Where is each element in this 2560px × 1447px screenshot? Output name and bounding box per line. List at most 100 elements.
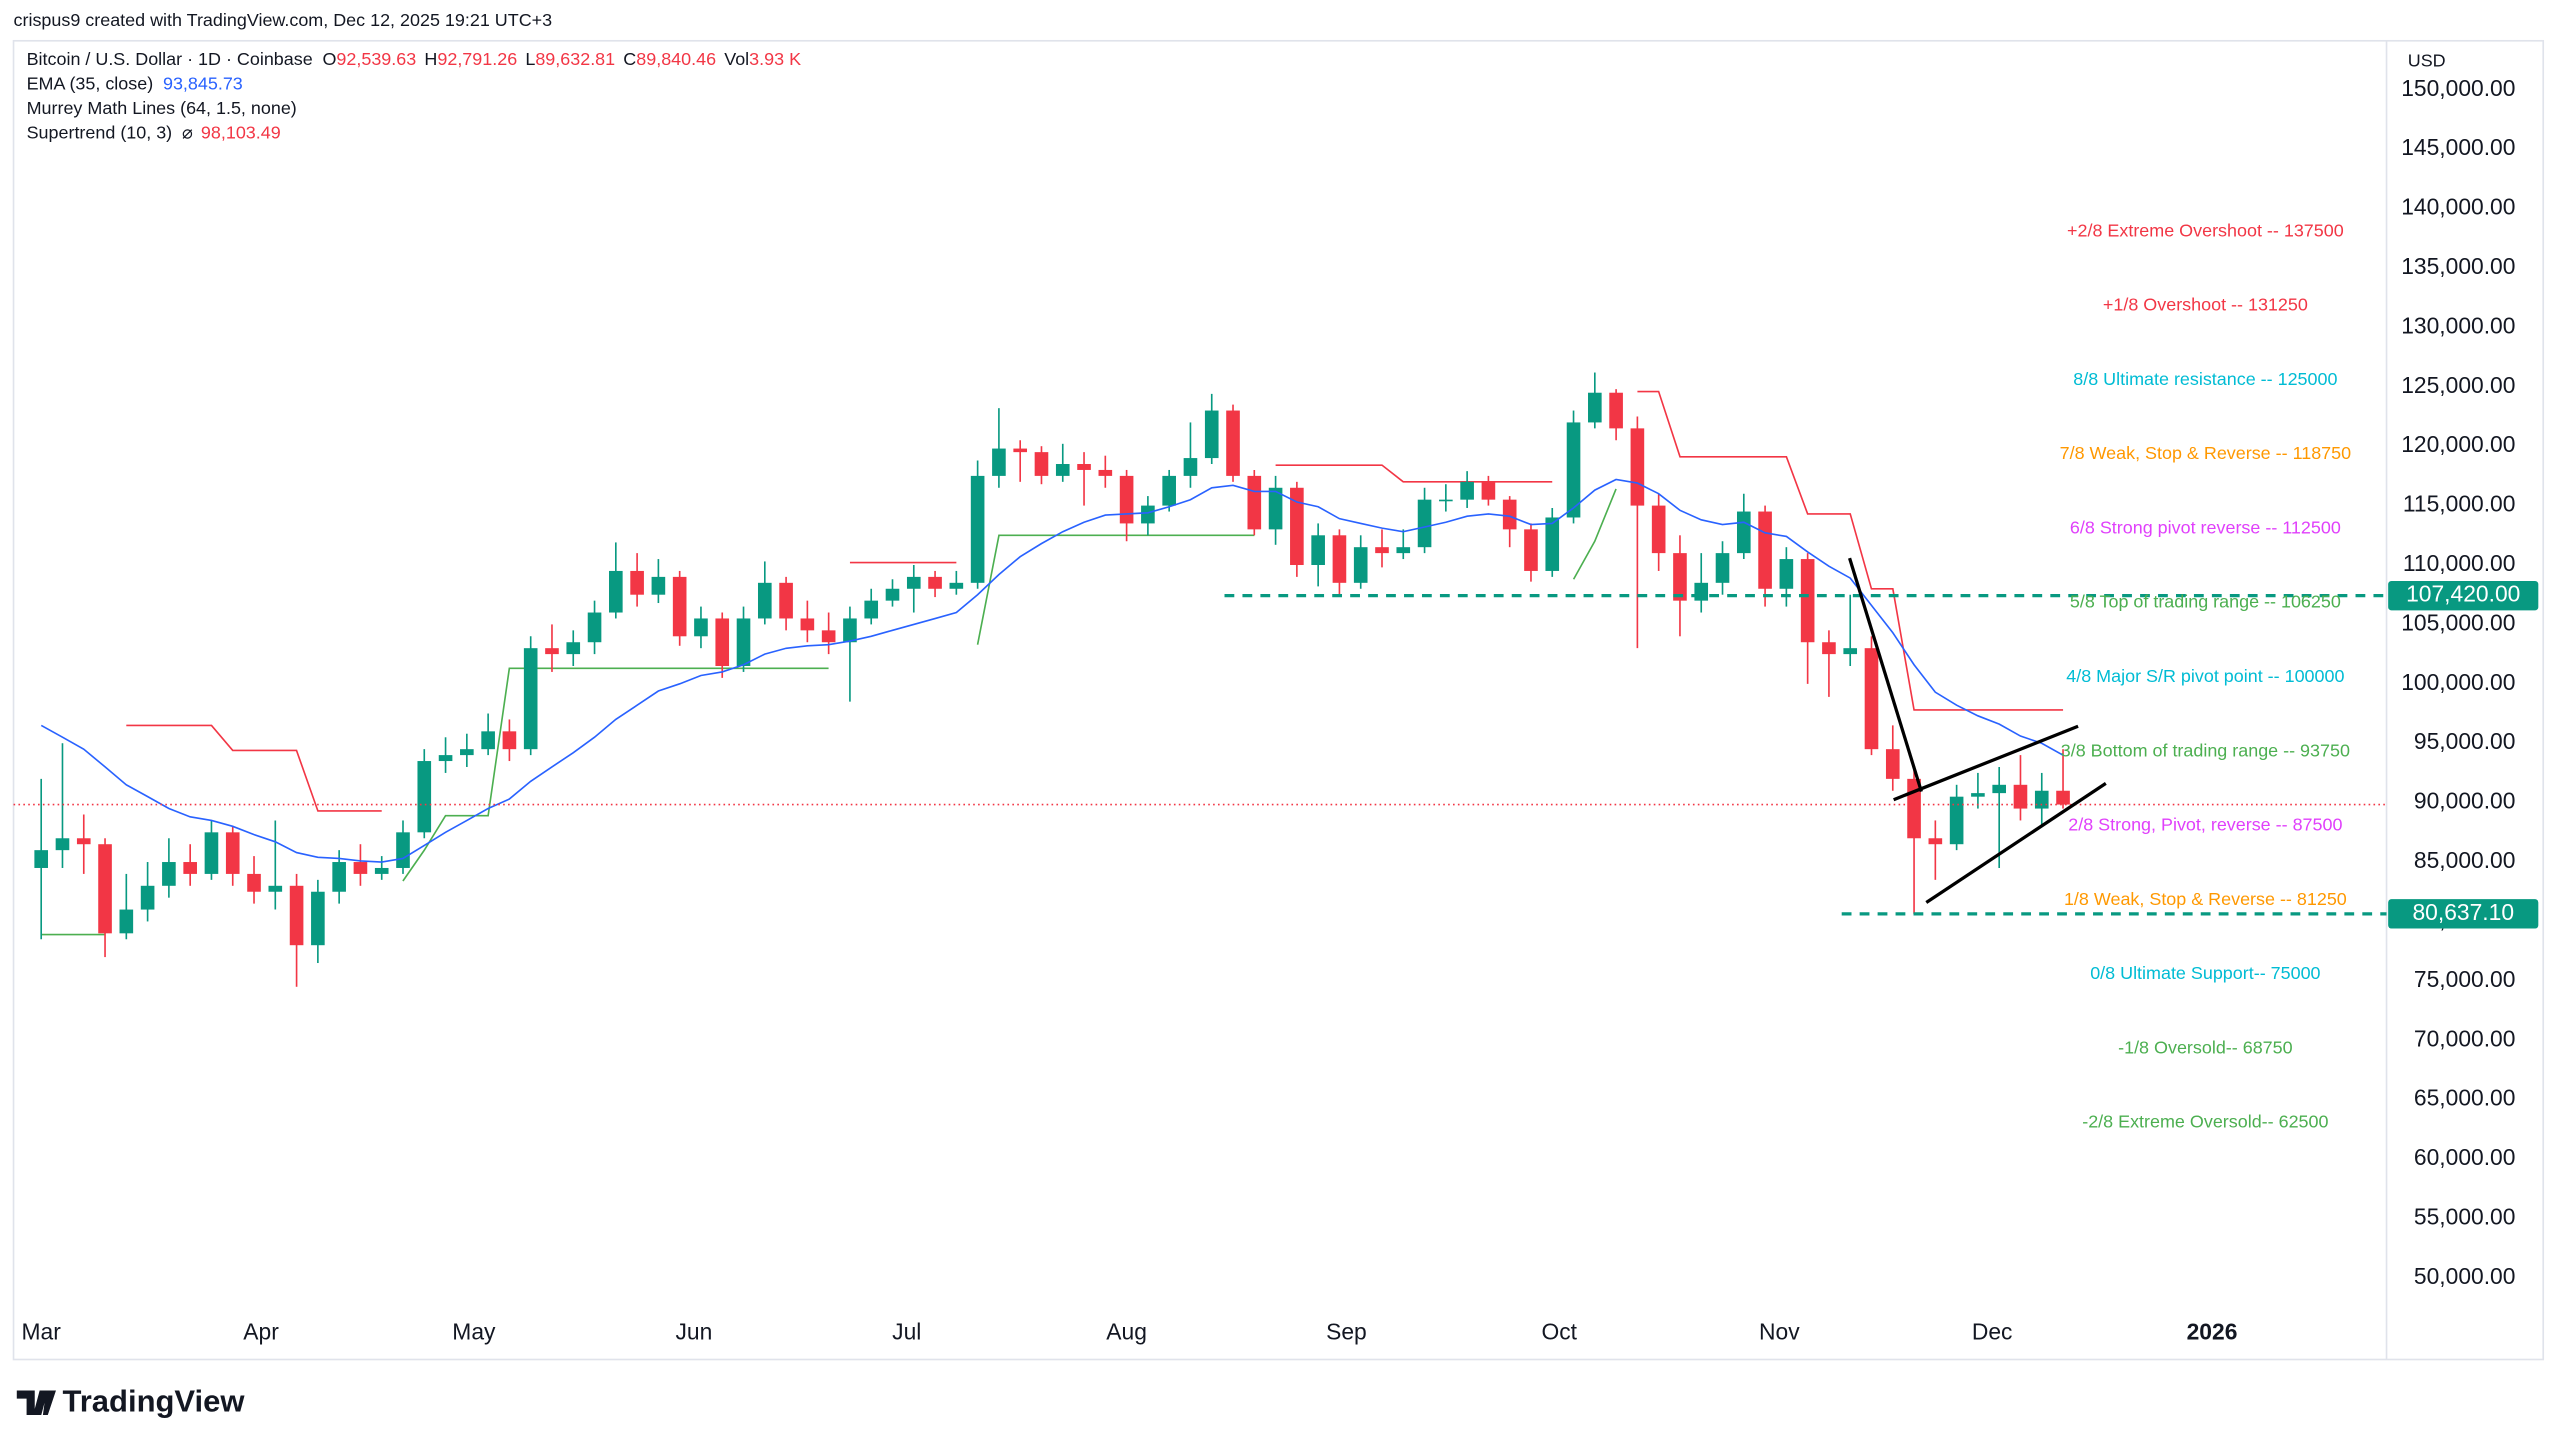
candle-body xyxy=(864,600,879,619)
candle-body xyxy=(2013,784,2028,809)
legend-value: 92,539.63 xyxy=(336,49,416,69)
candle-body xyxy=(2056,790,2070,805)
indicator-value: 98,103.49 xyxy=(201,123,281,143)
candle-body xyxy=(1226,410,1240,476)
supertrend-down xyxy=(126,390,2064,812)
price-tag-label: 80,637.10 xyxy=(2412,899,2514,925)
candle-body xyxy=(225,832,240,874)
candle-body xyxy=(438,755,453,762)
candle-body xyxy=(694,618,708,637)
candle-body xyxy=(1971,793,1985,797)
candle-body xyxy=(1481,481,1496,500)
x-tick-label: Jun xyxy=(676,1318,713,1344)
candle-body xyxy=(289,885,304,946)
candle-body xyxy=(374,867,389,874)
candle-body xyxy=(247,873,261,892)
y-tick-label: 70,000.00 xyxy=(2414,1025,2516,1051)
y-tick-label: 135,000.00 xyxy=(2401,253,2515,279)
trend-line xyxy=(1925,782,2107,904)
legend-key: Vol xyxy=(724,49,749,69)
candle-body xyxy=(1375,547,1389,554)
candle-body xyxy=(1715,553,1730,583)
x-tick-label: May xyxy=(452,1318,496,1344)
y-tick-label: 125,000.00 xyxy=(2401,372,2515,398)
candle-body xyxy=(1949,796,1964,845)
candle-body xyxy=(119,909,134,934)
candle-body xyxy=(715,618,730,666)
legend-key: C xyxy=(623,49,636,69)
candle-body xyxy=(1566,422,1581,518)
murrey-label: 5/8 Top of trading range -- 106250 xyxy=(2070,592,2341,612)
indicator-name: Supertrend (10, 3) xyxy=(27,123,173,143)
candle-body xyxy=(2034,790,2049,809)
y-tick-label: 140,000.00 xyxy=(2401,194,2515,220)
candle-body xyxy=(587,612,602,643)
candle-body xyxy=(332,862,346,892)
candle-body xyxy=(162,862,176,886)
candle-body xyxy=(1694,582,1709,601)
candle-body xyxy=(757,582,772,619)
candle-body xyxy=(779,582,793,619)
price-tag xyxy=(2388,580,2539,611)
candle-body xyxy=(1800,559,1815,643)
candle-body xyxy=(1396,547,1411,554)
legend-key: O xyxy=(322,49,336,69)
indicator-symbol: ⌀ xyxy=(182,123,193,143)
candle-body xyxy=(311,891,325,946)
x-tick-label: Jul xyxy=(892,1318,921,1344)
x-tick-label: 2026 xyxy=(2187,1318,2238,1344)
candle-body xyxy=(906,576,921,589)
candle-body xyxy=(672,576,687,637)
candle-body xyxy=(1758,511,1772,589)
trend-line xyxy=(1893,724,2079,802)
y-tick-label: 150,000.00 xyxy=(2401,75,2515,101)
murrey-label: -2/8 Extreme Oversold-- 62500 xyxy=(2082,1112,2328,1132)
candle-body xyxy=(1779,559,1794,589)
candle-body xyxy=(1630,428,1645,506)
legend-key: H xyxy=(424,49,437,69)
price-tag xyxy=(2388,899,2539,929)
murrey-label: 3/8 Bottom of trading range -- 93750 xyxy=(2061,740,2350,760)
candle-body xyxy=(1417,499,1432,548)
legend-key: L xyxy=(525,49,535,69)
y-tick-label: 120,000.00 xyxy=(2401,431,2515,457)
y-tick-label: 60,000.00 xyxy=(2414,1144,2516,1170)
candle-body xyxy=(268,885,283,892)
currency: USD xyxy=(2408,51,2446,71)
candle-body xyxy=(1077,464,1091,470)
y-tick-label: 115,000.00 xyxy=(2403,491,2516,517)
candle-body xyxy=(992,448,1006,476)
candle-body xyxy=(970,475,985,583)
y-tick-label: 105,000.00 xyxy=(2401,609,2515,635)
murrey-label: 2/8 Strong, Pivot, reverse -- 87500 xyxy=(2068,815,2342,835)
candle-body xyxy=(1822,642,1836,655)
candle-body xyxy=(736,618,751,666)
candle-body xyxy=(1588,392,1602,423)
y-tick-label: 95,000.00 xyxy=(2414,728,2516,754)
candle-body xyxy=(1992,784,2007,794)
legend-symbol: Bitcoin / U.S. Dollar · 1D · Coinbase xyxy=(27,49,313,69)
x-tick-label: Aug xyxy=(1106,1318,1147,1344)
legend-value: 92,791.26 xyxy=(437,49,517,69)
y-tick-label: 65,000.00 xyxy=(2414,1085,2516,1111)
price-tag-label: 107,420.00 xyxy=(2406,581,2520,607)
candle-body xyxy=(353,862,368,874)
indicator-name: Murrey Math Lines (64, 1.5, none) xyxy=(27,98,297,118)
candle-body xyxy=(76,838,91,845)
candle-body xyxy=(55,838,70,851)
frame xyxy=(12,39,2545,1361)
ema-line xyxy=(40,478,2064,863)
legend: Bitcoin / U.S. Dollar · 1D · Coinbase O 92… xyxy=(27,49,802,142)
candle-body xyxy=(545,648,559,655)
murrey-label: 1/8 Weak, Stop & Reverse -- 81250 xyxy=(2064,889,2347,909)
murrey-label: 4/8 Major S/R pivot point -- 100000 xyxy=(2066,666,2344,686)
candle-body xyxy=(1673,553,1687,601)
trend-line xyxy=(1848,557,1923,793)
candle-body xyxy=(1651,505,1666,554)
credit: crispus9 created with TradingView.com, D… xyxy=(14,10,553,30)
x-tick-label: Apr xyxy=(243,1318,279,1344)
candle-body xyxy=(949,582,964,589)
y-tick-label: 50,000.00 xyxy=(2414,1263,2516,1289)
x-tick-label: Oct xyxy=(1542,1318,1578,1344)
candle-body xyxy=(1353,547,1368,583)
